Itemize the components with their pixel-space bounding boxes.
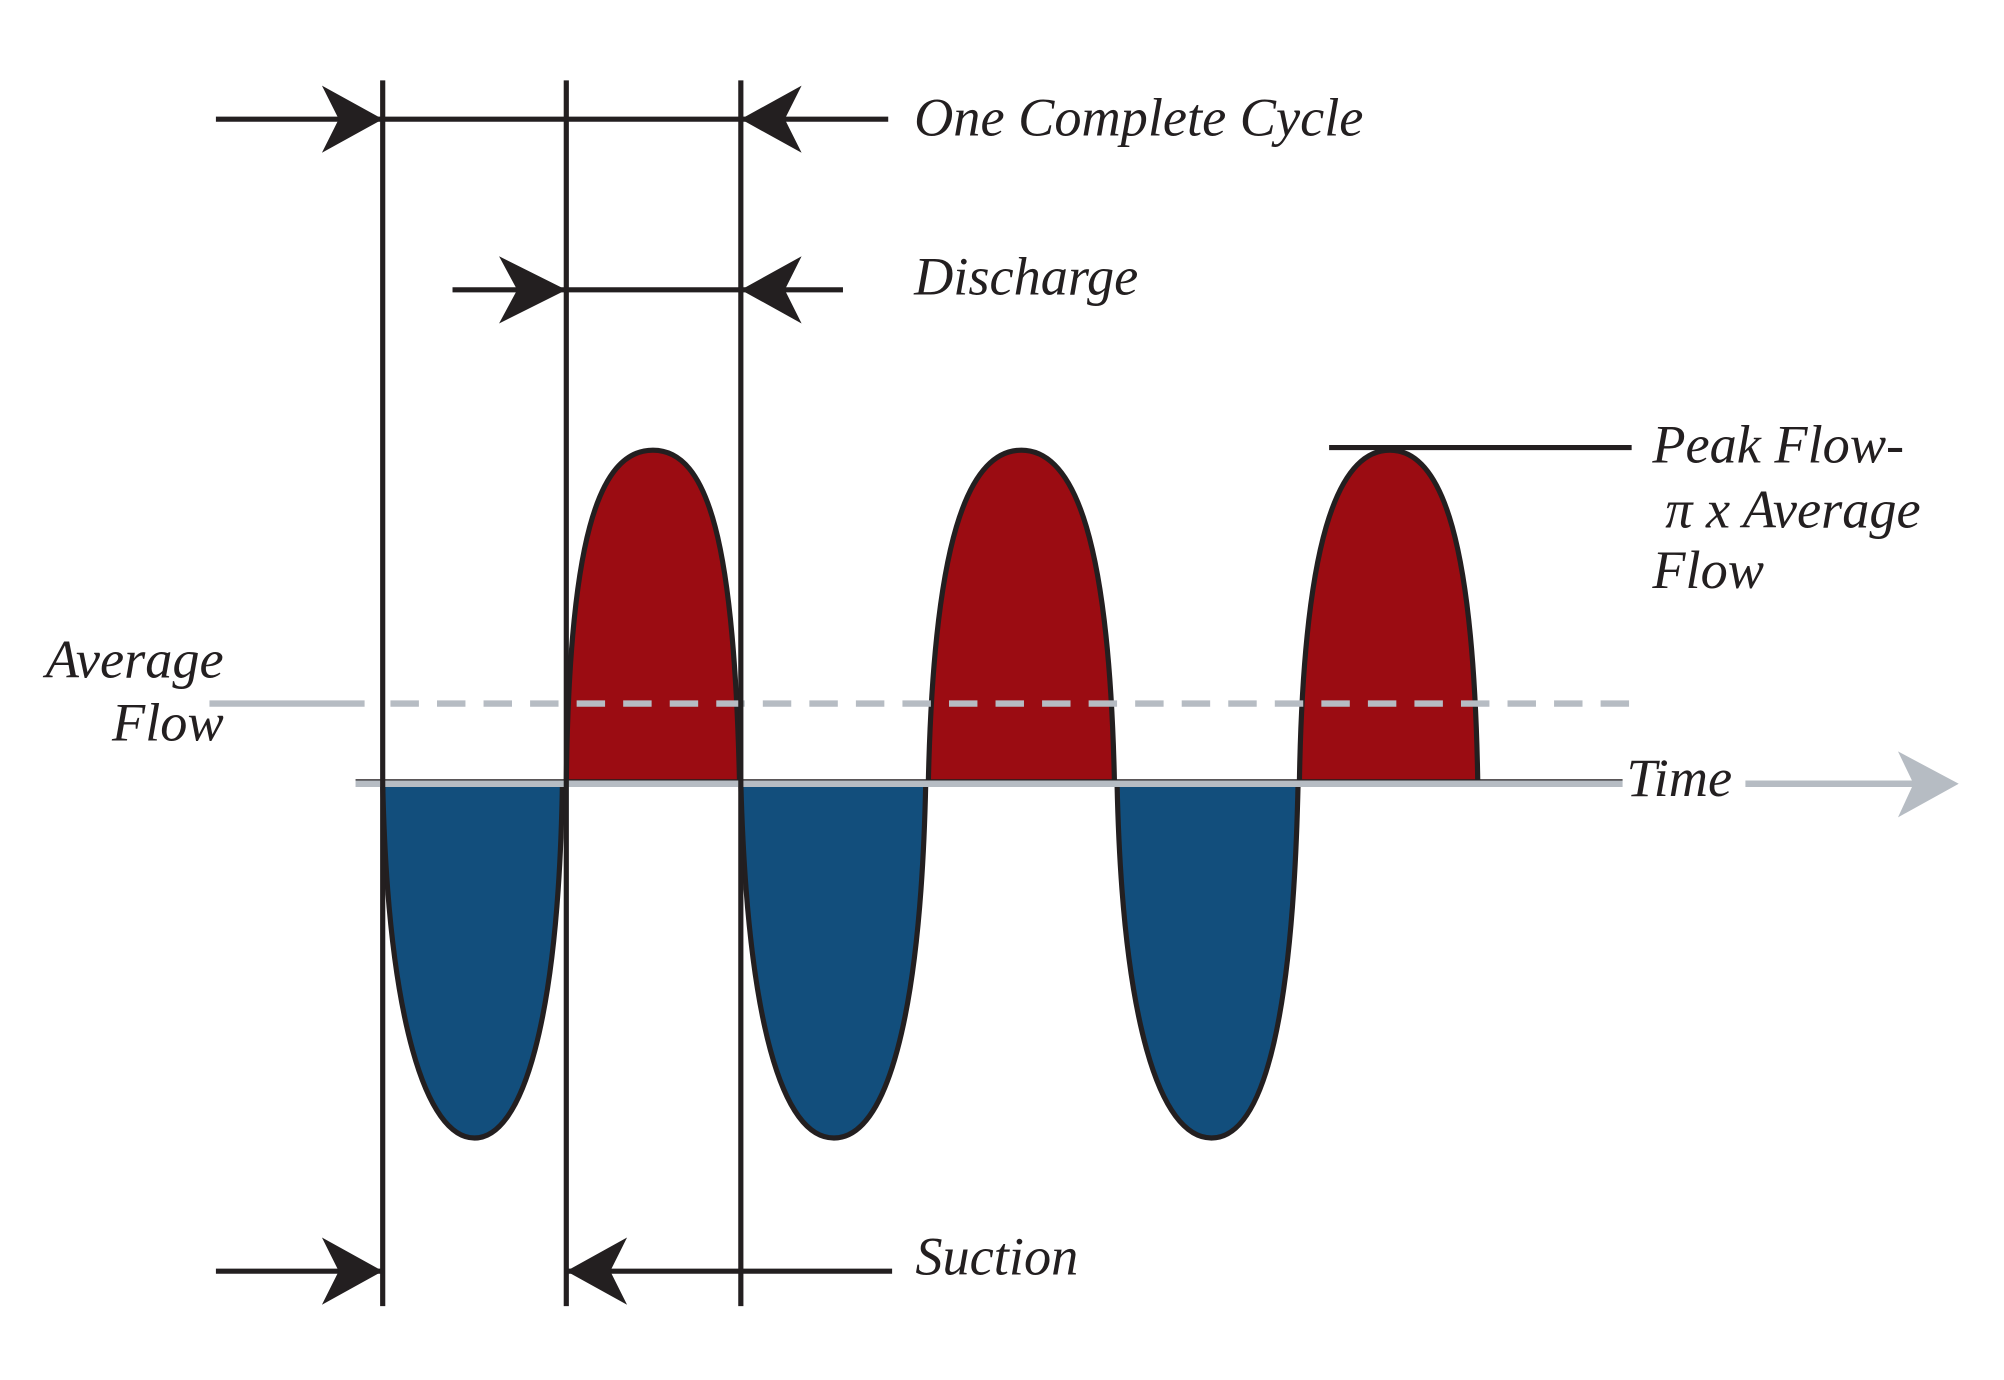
time-label: Time [1626,748,1732,808]
average-flow-label: Average [43,629,224,689]
discharge-label: Discharge [913,247,1138,307]
discharge-humps [563,447,1481,787]
cycle-markers [380,80,744,1307]
cycle-label: One Complete Cycle [914,88,1363,148]
peak-flow-label: Flow [1651,540,1764,600]
peak-flow-label: Peak Flow- [1651,415,1904,475]
suction-troughs [380,781,1301,1141]
average-flow-label: Flow [111,693,224,753]
peak-flow-label: π x Average [1665,479,1920,539]
suction-label: Suction [915,1227,1078,1287]
dimension-arrows [215,85,893,1305]
